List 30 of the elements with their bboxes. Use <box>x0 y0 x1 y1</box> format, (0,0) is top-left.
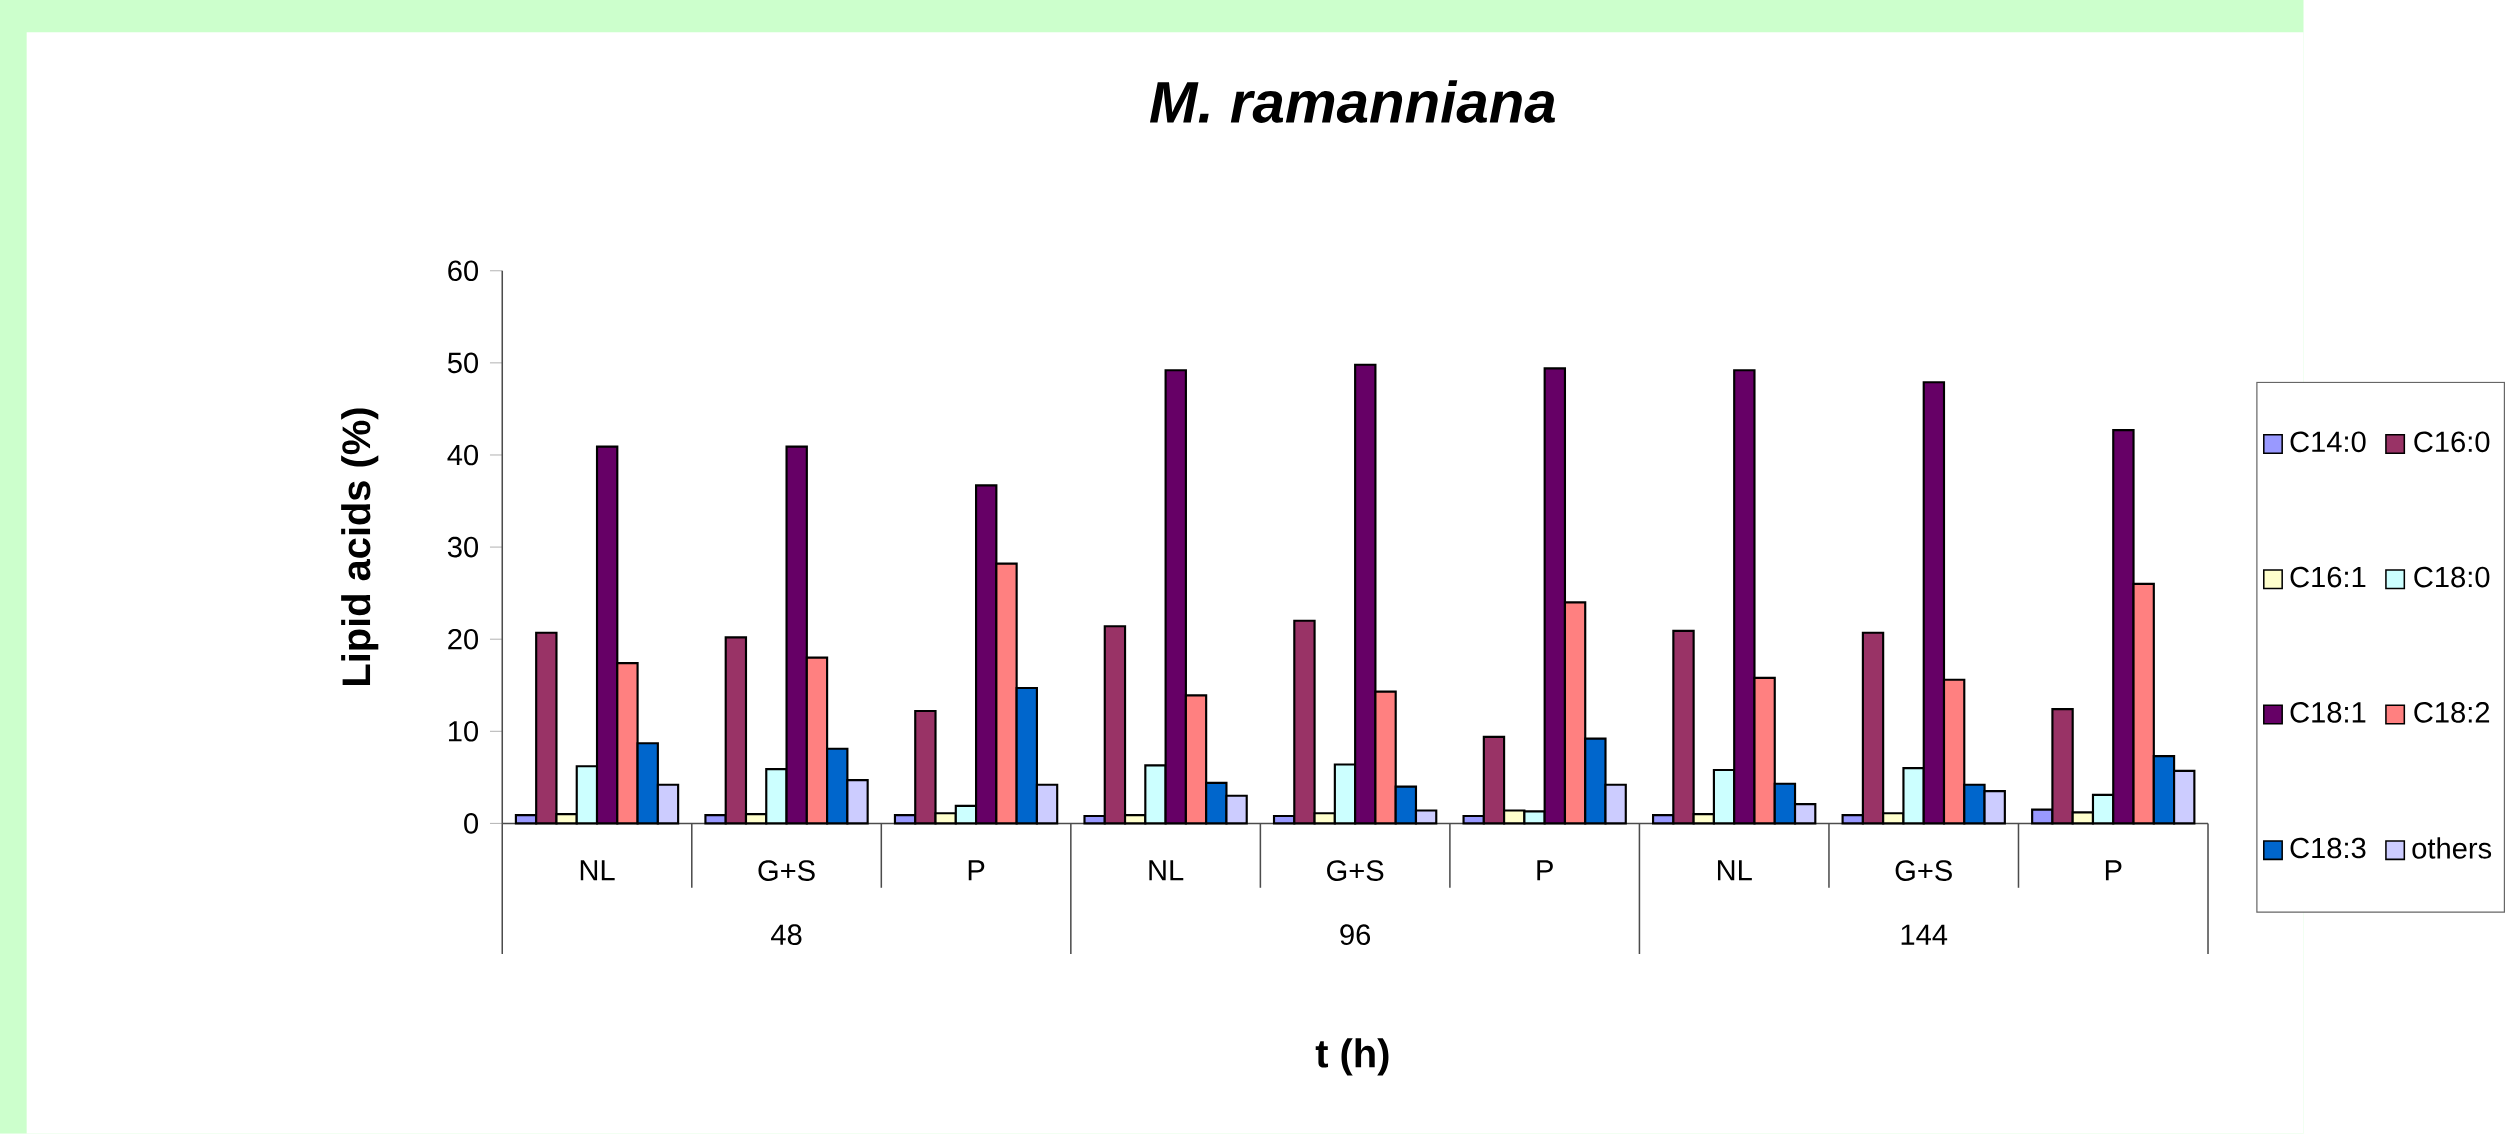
y-tick-label: 50 <box>447 352 479 374</box>
x-tick-label: NL <box>1717 860 1752 881</box>
legend-label: C18:2 <box>2414 702 2490 723</box>
y-tick-label: 30 <box>447 536 479 558</box>
text: 144 <box>1901 924 1948 945</box>
x-axis-title: t (h) <box>1315 1038 1389 1076</box>
x-tick-label: G+S <box>1327 860 1384 881</box>
legend-label: C18:3 <box>2290 837 2366 859</box>
x-tick-label: G+S <box>758 860 815 881</box>
y-tick-label: 0 <box>464 813 479 834</box>
y-axis-title: Lipid acids (%) <box>341 408 379 686</box>
x-tick-label: P <box>2105 860 2122 881</box>
text: 96 <box>1340 924 1371 946</box>
legend-label: C14:0 <box>2290 431 2366 453</box>
legend-label: C16:1 <box>2290 566 2366 588</box>
legend-label: C16:0 <box>2414 431 2490 453</box>
y-tick-label: 40 <box>447 444 479 466</box>
x-tick-label: P <box>968 860 985 881</box>
y-tick-label: 10 <box>448 721 479 742</box>
x-tick-label: P <box>1537 860 1553 881</box>
chart-title: M. ramanniana <box>1149 80 1555 124</box>
x-tick-label: NL <box>1149 860 1184 881</box>
legend-label: C18:0 <box>2414 566 2490 588</box>
legend-label: C18:1 <box>2290 702 2366 723</box>
legend-label: others <box>2412 837 2492 859</box>
y-tick-label: 60 <box>448 260 479 282</box>
x-tick-label: NL <box>580 860 615 881</box>
text: 48 <box>771 924 802 946</box>
y-tick-label: 20 <box>448 628 479 650</box>
x-tick-label: G+S <box>1895 860 1952 881</box>
